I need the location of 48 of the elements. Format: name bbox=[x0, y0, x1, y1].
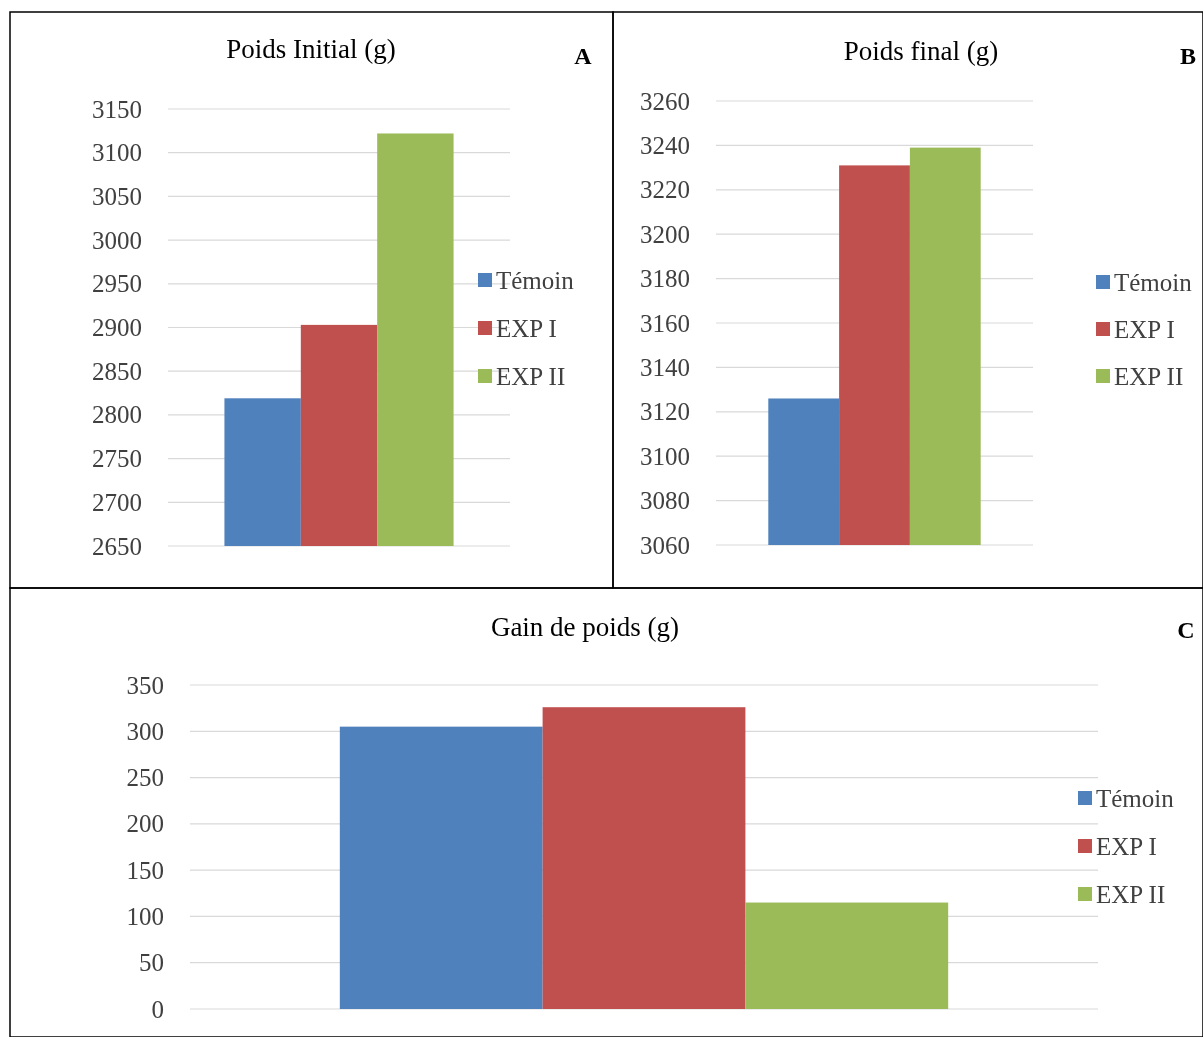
chart-title: Poids Initial (g) bbox=[226, 34, 396, 64]
y-tick-label: 3180 bbox=[640, 265, 690, 293]
bar bbox=[745, 902, 949, 1009]
text: A bbox=[574, 43, 593, 69]
y-tick-label: 3120 bbox=[640, 398, 690, 426]
y-tick-label: 3240 bbox=[640, 131, 690, 159]
y-tick-label: 3260 bbox=[640, 87, 690, 115]
y-tick-label: 150 bbox=[126, 856, 164, 884]
y-tick-label: 3150 bbox=[92, 95, 142, 123]
y-tick-label: 2850 bbox=[92, 357, 142, 385]
text: B bbox=[1179, 43, 1197, 69]
y-tick-label: 3060 bbox=[640, 531, 690, 559]
y-tick-label: 3160 bbox=[640, 309, 690, 337]
y-tick-label: 3100 bbox=[92, 139, 142, 167]
legend-label: EXP I bbox=[1096, 832, 1157, 860]
y-tick-label: 2700 bbox=[92, 488, 142, 516]
chart-title: Poids final (g) bbox=[843, 36, 999, 66]
chart-title: Gain de poids (g) bbox=[490, 612, 680, 642]
legend-label: EXP II bbox=[1096, 880, 1166, 908]
bar bbox=[542, 707, 746, 1009]
legend-label: Témoin bbox=[496, 266, 575, 294]
y-tick-label: 3080 bbox=[640, 487, 690, 515]
y-tick-label: 3100 bbox=[640, 442, 690, 470]
y-tick-label: 3000 bbox=[92, 226, 142, 254]
y-tick-label: 0 bbox=[151, 995, 164, 1023]
y-tick-label: 2950 bbox=[92, 270, 142, 298]
y-tick-label: 3140 bbox=[640, 353, 690, 381]
legend-label: Témoin bbox=[1096, 784, 1175, 812]
y-tick-label: 2650 bbox=[92, 532, 142, 560]
y-tick-label: 250 bbox=[126, 764, 164, 792]
y-tick-label: 350 bbox=[126, 671, 164, 699]
legend-label: Témoin bbox=[1114, 268, 1193, 296]
y-tick-label: 300 bbox=[126, 717, 164, 745]
legend-label: EXP II bbox=[496, 362, 566, 390]
y-tick-label: 3220 bbox=[640, 176, 690, 204]
y-tick-label: 50 bbox=[139, 949, 164, 977]
y-tick-label: 100 bbox=[126, 902, 164, 930]
y-tick-label: 200 bbox=[126, 810, 164, 838]
legend-label: EXP I bbox=[1114, 315, 1175, 343]
y-tick-label: 2800 bbox=[92, 401, 142, 429]
legend-label: EXP I bbox=[496, 314, 557, 342]
legend-label: EXP II bbox=[1114, 362, 1184, 390]
text: C bbox=[1177, 617, 1195, 643]
y-tick-label: 3050 bbox=[92, 182, 142, 210]
y-tick-label: 2900 bbox=[92, 314, 142, 341]
y-tick-label: 2750 bbox=[92, 445, 142, 473]
y-tick-label: 3200 bbox=[640, 220, 690, 248]
bar bbox=[339, 726, 543, 1009]
